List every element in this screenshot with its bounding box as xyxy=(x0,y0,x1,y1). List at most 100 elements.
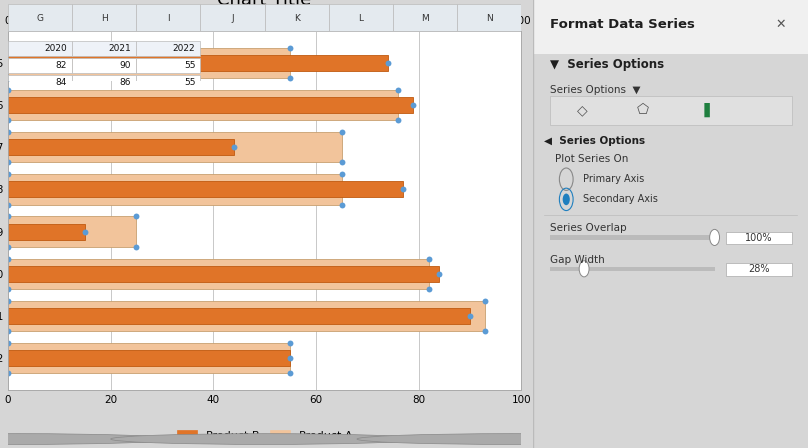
Circle shape xyxy=(0,434,172,444)
Point xyxy=(2,44,15,51)
Point xyxy=(335,129,348,136)
Text: 2022: 2022 xyxy=(173,44,196,53)
Point xyxy=(227,144,240,151)
Text: J: J xyxy=(231,14,234,23)
Text: 84: 84 xyxy=(56,78,67,86)
Text: G: G xyxy=(36,14,44,23)
Bar xyxy=(8,97,414,113)
Bar xyxy=(8,266,439,282)
Point xyxy=(392,86,405,94)
Bar xyxy=(8,216,137,247)
Circle shape xyxy=(579,261,589,277)
Point xyxy=(2,340,15,347)
Circle shape xyxy=(709,229,720,246)
Text: ⬠: ⬠ xyxy=(638,103,649,117)
Point xyxy=(2,297,15,305)
Point xyxy=(335,171,348,178)
Text: 55: 55 xyxy=(184,78,196,86)
Point xyxy=(2,327,15,335)
Point xyxy=(2,285,15,293)
Text: Gap Width: Gap Width xyxy=(549,255,604,265)
Bar xyxy=(137,4,200,31)
Point xyxy=(284,340,297,347)
Point xyxy=(423,255,436,262)
Point xyxy=(284,44,297,51)
Bar xyxy=(549,96,792,125)
Bar xyxy=(137,58,200,73)
Point xyxy=(397,186,410,193)
Text: M: M xyxy=(421,14,429,23)
Point xyxy=(2,243,15,250)
Point xyxy=(284,355,297,362)
Point xyxy=(284,370,297,377)
Text: ▐: ▐ xyxy=(698,103,709,117)
Point xyxy=(407,101,420,108)
Text: 86: 86 xyxy=(120,78,131,86)
Text: H: H xyxy=(101,14,107,23)
Point xyxy=(2,201,15,208)
Text: 2021: 2021 xyxy=(108,44,131,53)
Text: 90: 90 xyxy=(120,61,131,70)
Bar xyxy=(72,74,137,90)
Bar xyxy=(8,90,398,120)
Bar xyxy=(8,132,342,163)
Point xyxy=(2,74,15,82)
Text: ✕: ✕ xyxy=(775,18,785,31)
Point xyxy=(335,201,348,208)
Text: 28%: 28% xyxy=(747,264,769,274)
Text: ▼  Series Options: ▼ Series Options xyxy=(549,58,664,72)
Bar xyxy=(8,308,470,324)
Point xyxy=(2,159,15,166)
Text: Series Overlap: Series Overlap xyxy=(549,224,626,233)
Text: 2020: 2020 xyxy=(44,44,67,53)
Text: K: K xyxy=(294,14,300,23)
Text: I: I xyxy=(167,14,170,23)
Point xyxy=(479,297,492,305)
Point xyxy=(2,86,15,94)
Text: N: N xyxy=(486,14,492,23)
Point xyxy=(2,255,15,262)
Text: 55: 55 xyxy=(184,61,196,70)
Text: Series Options  ▼: Series Options ▼ xyxy=(549,85,640,95)
Point xyxy=(2,171,15,178)
Text: Format Data Series: Format Data Series xyxy=(549,18,695,31)
Bar xyxy=(8,139,234,155)
Text: Plot Series On: Plot Series On xyxy=(555,154,629,164)
Text: L: L xyxy=(358,14,364,23)
Point xyxy=(2,116,15,124)
Bar xyxy=(726,232,792,244)
Bar xyxy=(329,4,393,31)
Bar xyxy=(8,181,403,198)
Text: Primary Axis: Primary Axis xyxy=(583,174,644,184)
Bar xyxy=(137,74,200,90)
Bar xyxy=(137,41,200,56)
Bar xyxy=(457,4,521,31)
Bar xyxy=(8,4,72,31)
Bar xyxy=(72,4,137,31)
Legend: Product B, Product A: Product B, Product A xyxy=(172,426,357,445)
Point xyxy=(130,243,143,250)
Point xyxy=(2,213,15,220)
Point xyxy=(423,285,436,293)
Bar xyxy=(549,267,714,271)
Bar xyxy=(200,4,265,31)
Circle shape xyxy=(562,194,570,205)
Bar xyxy=(549,235,714,240)
Bar xyxy=(72,58,137,73)
Point xyxy=(479,327,492,335)
Point xyxy=(381,59,394,66)
Bar xyxy=(8,350,290,366)
Bar xyxy=(8,58,72,73)
Point xyxy=(432,270,445,277)
Title: Chart Title: Chart Title xyxy=(217,0,312,9)
Text: ◇: ◇ xyxy=(578,103,588,117)
Bar xyxy=(393,4,457,31)
Text: Secondary Axis: Secondary Axis xyxy=(583,194,658,204)
Bar xyxy=(8,224,85,240)
Text: ◀  Series Options: ◀ Series Options xyxy=(545,136,646,146)
Bar xyxy=(8,55,388,71)
Point xyxy=(392,116,405,124)
Bar xyxy=(8,343,290,374)
Bar xyxy=(726,263,792,276)
Bar xyxy=(264,4,329,31)
